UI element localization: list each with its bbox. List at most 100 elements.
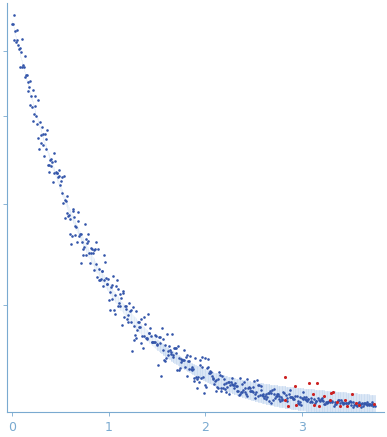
Point (264, 394, 270, 401)
Point (91, 246, 97, 253)
Point (96, 265, 102, 272)
Point (186, 357, 192, 364)
Point (53, 169, 60, 176)
Point (136, 319, 142, 326)
Point (149, 339, 156, 346)
Point (368, 402, 374, 409)
Point (148, 333, 154, 340)
Point (296, 401, 302, 408)
Point (315, 396, 322, 403)
Point (327, 399, 333, 406)
Point (115, 302, 121, 309)
Point (133, 334, 139, 341)
Point (99, 268, 105, 275)
Point (100, 282, 106, 289)
Point (348, 402, 354, 409)
Point (90, 250, 96, 257)
Point (84, 239, 90, 246)
Point (233, 383, 240, 390)
Point (174, 366, 180, 373)
Point (371, 400, 377, 407)
Point (48, 155, 54, 162)
Point (202, 382, 209, 388)
Point (245, 392, 251, 399)
Point (127, 318, 134, 325)
Point (329, 398, 335, 405)
Point (357, 401, 363, 408)
Point (202, 355, 208, 362)
Point (257, 392, 263, 399)
Point (211, 381, 217, 388)
Point (334, 399, 340, 406)
Point (311, 395, 317, 402)
Point (293, 402, 299, 409)
Point (309, 399, 315, 406)
Point (125, 312, 132, 319)
Point (242, 384, 248, 391)
Point (178, 359, 184, 366)
Point (238, 388, 244, 395)
Point (222, 385, 228, 392)
Point (139, 316, 145, 323)
Point (102, 258, 108, 265)
Point (36, 146, 42, 153)
Point (181, 357, 187, 364)
Point (34, 96, 41, 103)
Point (98, 267, 104, 274)
Point (358, 403, 364, 410)
Point (350, 403, 356, 410)
Point (336, 397, 342, 404)
Point (315, 395, 321, 402)
Point (26, 83, 32, 90)
Point (19, 64, 26, 71)
Point (70, 207, 76, 214)
Point (313, 397, 319, 404)
Point (101, 277, 107, 284)
Point (164, 351, 171, 358)
Point (33, 112, 39, 119)
Point (265, 390, 271, 397)
Point (173, 344, 179, 351)
Point (358, 401, 365, 408)
Point (194, 375, 200, 382)
Point (82, 236, 89, 243)
Point (289, 395, 296, 402)
Point (142, 321, 148, 328)
Point (331, 402, 337, 409)
Point (29, 104, 35, 111)
Point (28, 92, 34, 99)
Point (320, 398, 326, 405)
Point (199, 353, 205, 360)
Point (67, 231, 73, 238)
Point (278, 393, 284, 400)
Point (133, 308, 139, 315)
Point (14, 27, 21, 34)
Point (274, 390, 280, 397)
Point (327, 396, 333, 403)
Point (250, 388, 256, 395)
Point (129, 347, 135, 354)
Point (109, 281, 115, 288)
Point (65, 212, 71, 219)
Point (240, 387, 246, 394)
Point (192, 354, 198, 361)
Point (337, 402, 343, 409)
Point (364, 399, 370, 406)
Point (139, 332, 145, 339)
Point (131, 322, 137, 329)
Point (176, 355, 182, 362)
Point (319, 396, 325, 403)
Point (217, 372, 223, 379)
Point (132, 331, 138, 338)
Point (137, 324, 143, 331)
Point (140, 333, 147, 340)
Point (43, 135, 49, 142)
Point (313, 397, 320, 404)
Point (219, 372, 225, 379)
Point (257, 387, 264, 394)
Point (39, 131, 46, 138)
Point (155, 361, 161, 368)
Point (356, 402, 362, 409)
Point (244, 375, 250, 382)
Point (104, 281, 110, 288)
